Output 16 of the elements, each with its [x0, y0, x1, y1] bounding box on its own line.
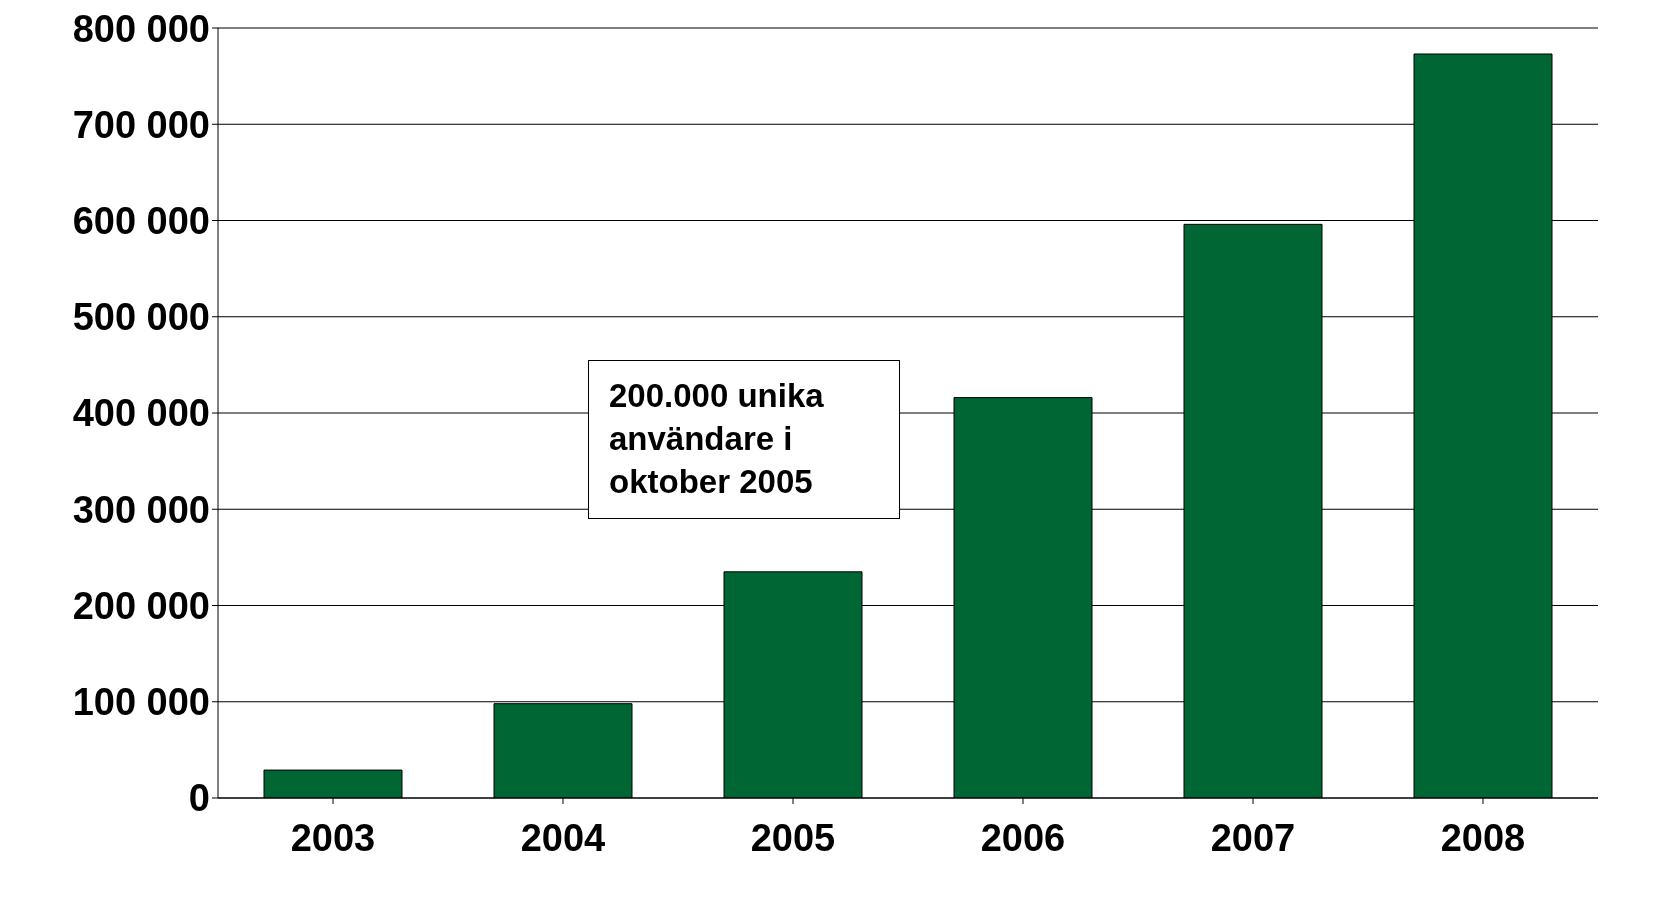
y-tick-label: 100 000: [72, 681, 210, 724]
x-tick-label: 2006: [980, 816, 1066, 859]
y-tick-label: 600 000: [72, 199, 210, 242]
y-tick-label: 200 000: [72, 584, 210, 627]
x-tick-label: 2007: [1210, 816, 1296, 859]
y-tick-label: 700 000: [72, 103, 210, 146]
x-tick-label: 2003: [290, 816, 376, 859]
x-tick-label: 2005: [750, 816, 836, 859]
x-tick-label: 2008: [1440, 816, 1526, 859]
y-tick-label: 500 000: [72, 296, 210, 339]
y-tick-label: 800 000: [72, 7, 210, 50]
y-tick-label: 300 000: [72, 488, 210, 531]
annotation: 200.000 unika användare i oktober 2005: [588, 360, 900, 519]
y-tick-label: 0: [188, 777, 210, 820]
x-tick-label: 2004: [520, 816, 606, 859]
y-tick-label: 400 000: [72, 392, 210, 435]
